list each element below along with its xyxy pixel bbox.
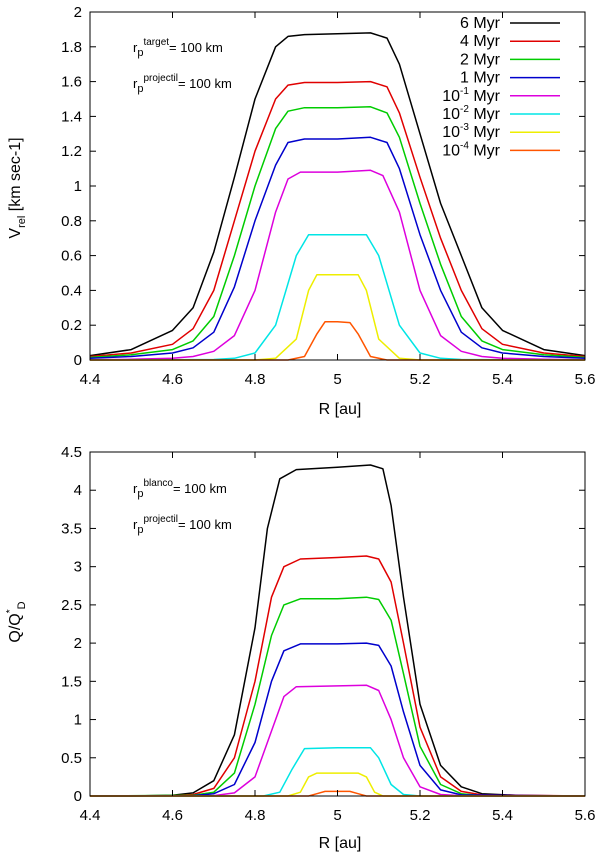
top-series-line-6	[90, 273, 585, 361]
top-y-tick-label: 0	[74, 352, 82, 369]
bottom-plot-frame	[89, 451, 586, 797]
top-y-tick-label: 1.8	[61, 39, 82, 56]
top-y-tick-label: 0.6	[61, 248, 82, 265]
top-series-line-5	[89, 233, 586, 361]
bottom-x-tick-label: 5.6	[575, 807, 596, 824]
bottom-series-line-0	[90, 464, 586, 797]
bottom-y-tick-label: 1.5	[61, 673, 82, 690]
legend-label: 1 Myr	[460, 70, 501, 87]
bottom-x-tick-label: 4.4	[80, 807, 101, 824]
bottom-x-tick-label: 4.6	[162, 807, 183, 824]
bottom-x-tick-label: 4.8	[245, 807, 266, 824]
top-series-line-7	[90, 320, 585, 361]
top-axes: 4.4 4.6 4.8 5 5.2 5.4 5.6 0 0.2 0.4 0.6 0.8 1 1.2 1.4 1…	[61, 4, 595, 388]
top-y-tick-label: 1	[74, 178, 82, 195]
top-series-line-0	[89, 32, 586, 357]
top-series-group	[89, 32, 586, 361]
legend-label: 4 Myr	[460, 33, 501, 50]
top-series-line-3	[89, 136, 586, 360]
legend-label: 10-4 Myr	[442, 140, 500, 159]
bottom-y-tick-label: 3	[74, 559, 82, 576]
top-annotation-target: rptarget= 100 km	[133, 37, 223, 59]
bottom-x-tick-label: 5.4	[492, 807, 513, 824]
chart-top: 4.4 4.6 4.8 5 5.2 5.4 5.6 0 0.2 0.4 0.6 0.8 1 1.2 1.4 1…	[7, 4, 595, 418]
top-y-tick-label: 0.8	[61, 213, 82, 230]
legend-label: 2 Myr	[460, 51, 501, 68]
top-y-axis-label: Vrel [km sec-1]	[7, 137, 28, 238]
top-x-tick-label: 4.6	[162, 371, 183, 388]
top-plot-frame	[89, 11, 586, 361]
bottom-series-line-2	[89, 596, 586, 797]
top-x-tick-label: 5	[333, 371, 341, 388]
top-y-tick-label: 2	[74, 4, 82, 21]
bottom-y-tick-label: 3.5	[61, 520, 82, 537]
bottom-axes: 4.4 4.6 4.8 5 5.2 5.4 5.6 0 0.5 1 1.5 2 2.5 3 3.5 4 4.5	[61, 444, 595, 824]
legend-label: 10-1 Myr	[442, 86, 500, 105]
bottom-annotation-projectil: rpprojectil= 100 km	[133, 514, 232, 536]
top-y-tick-label: 1.2	[61, 143, 82, 160]
bottom-series-line-6	[90, 772, 585, 797]
bottom-series-line-3	[89, 642, 586, 797]
top-series-line-4	[89, 169, 586, 361]
bottom-y-tick-label: 4.5	[61, 444, 82, 461]
chart-bottom: 4.4 4.6 4.8 5 5.2 5.4 5.600.511.522.533.544.5 …	[5, 444, 595, 852]
top-x-tick-label: 5.4	[492, 371, 513, 388]
bottom-x-tick-label: 5	[333, 807, 341, 824]
bottom-y-tick-label: 4	[74, 482, 82, 499]
bottom-y-axis-label: Q/Q*D	[5, 601, 28, 642]
top-y-tick-label: 0.4	[61, 282, 82, 299]
top-y-tick-label: 1.4	[61, 108, 82, 125]
bottom-y-tick-label: 0	[74, 788, 82, 805]
bottom-y-tick-label: 2	[74, 635, 82, 652]
bottom-x-tick-label: 5.2	[410, 807, 431, 824]
top-x-tick-label: 5.2	[410, 371, 431, 388]
top-y-tick-label: 1.6	[61, 74, 82, 91]
bottom-annotation-blanco: rpblanco= 100 km	[133, 478, 227, 500]
bottom-series-line-4	[89, 684, 586, 797]
top-x-tick-label: 5.6	[575, 371, 596, 388]
top-x-axis-label: R [au]	[319, 401, 362, 418]
top-series-line-2	[89, 106, 586, 359]
top-y-tick-label: 0.2	[61, 317, 82, 334]
legend-label: 6 Myr	[460, 15, 501, 32]
bottom-series-line-1	[89, 555, 586, 797]
bottom-series-line-5	[90, 747, 585, 797]
top-x-tick-label: 4.4	[80, 371, 101, 388]
bottom-y-tick-label: 1	[74, 712, 82, 729]
legend-label: 10-2 Myr	[442, 104, 500, 123]
top-series-line-1	[89, 80, 586, 358]
legend-label: 10-3 Myr	[442, 122, 500, 141]
bottom-x-axis-label: R [au]	[319, 835, 362, 852]
top-annotation-projectil: rpprojectil= 100 km	[133, 73, 232, 95]
top-x-tick-label: 4.8	[245, 371, 266, 388]
bottom-y-tick-label: 0.5	[61, 750, 82, 767]
bottom-y-tick-label: 2.5	[61, 597, 82, 614]
